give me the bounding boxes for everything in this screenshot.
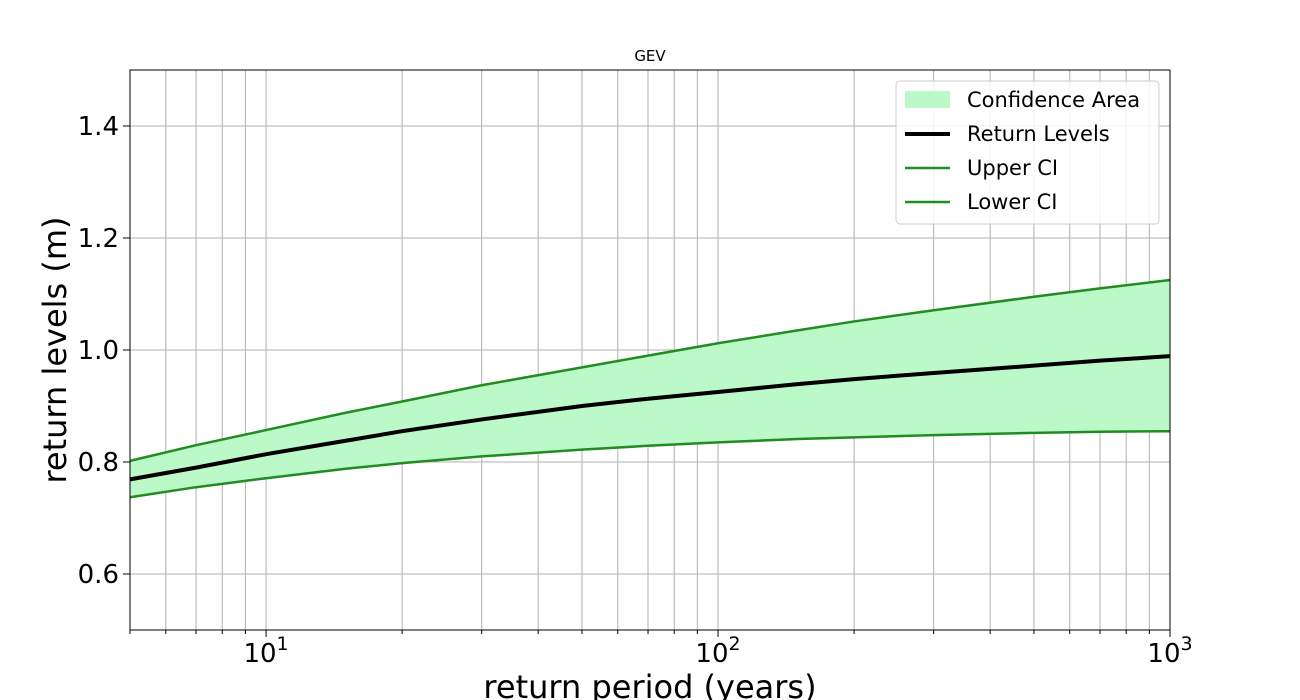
legend-box [895,80,1160,225]
y-tick-label: 1.4 [78,112,119,142]
x-tick-label: 102 [695,633,740,669]
y-tick-label: 0.6 [78,560,119,590]
y-tick-label: 0.8 [78,448,119,478]
y-axis-label: return levels (m) [36,216,74,483]
legend-label-confidence-area: Confidence Area [967,88,1140,112]
chart-title: GEV [634,47,666,65]
legend-label-lower-ci: Lower CI [967,190,1057,214]
legend-label-return-levels: Return Levels [967,122,1110,146]
x-tick-label: 103 [1147,633,1192,669]
series-line-upper-ci [129,278,1171,463]
legend: Confidence Area Return Levels Upper CI L… [895,80,1160,225]
legend-label-upper-ci: Upper CI [967,156,1058,180]
series-line-return-levels [129,354,1171,482]
confidence-area [130,280,1170,498]
y-tick-label: 1.0 [78,336,119,366]
series-line-lower-ci [129,429,1171,499]
y-tick-label: 1.2 [78,224,119,254]
ticks: 0.6 0.8 1.0 1.2 1.4 101 102 103 [78,112,1193,669]
x-tick-label: 101 [243,633,288,669]
legend-swatch-confidence-area [905,91,950,108]
x-axis-label: return period (years) [483,668,816,700]
